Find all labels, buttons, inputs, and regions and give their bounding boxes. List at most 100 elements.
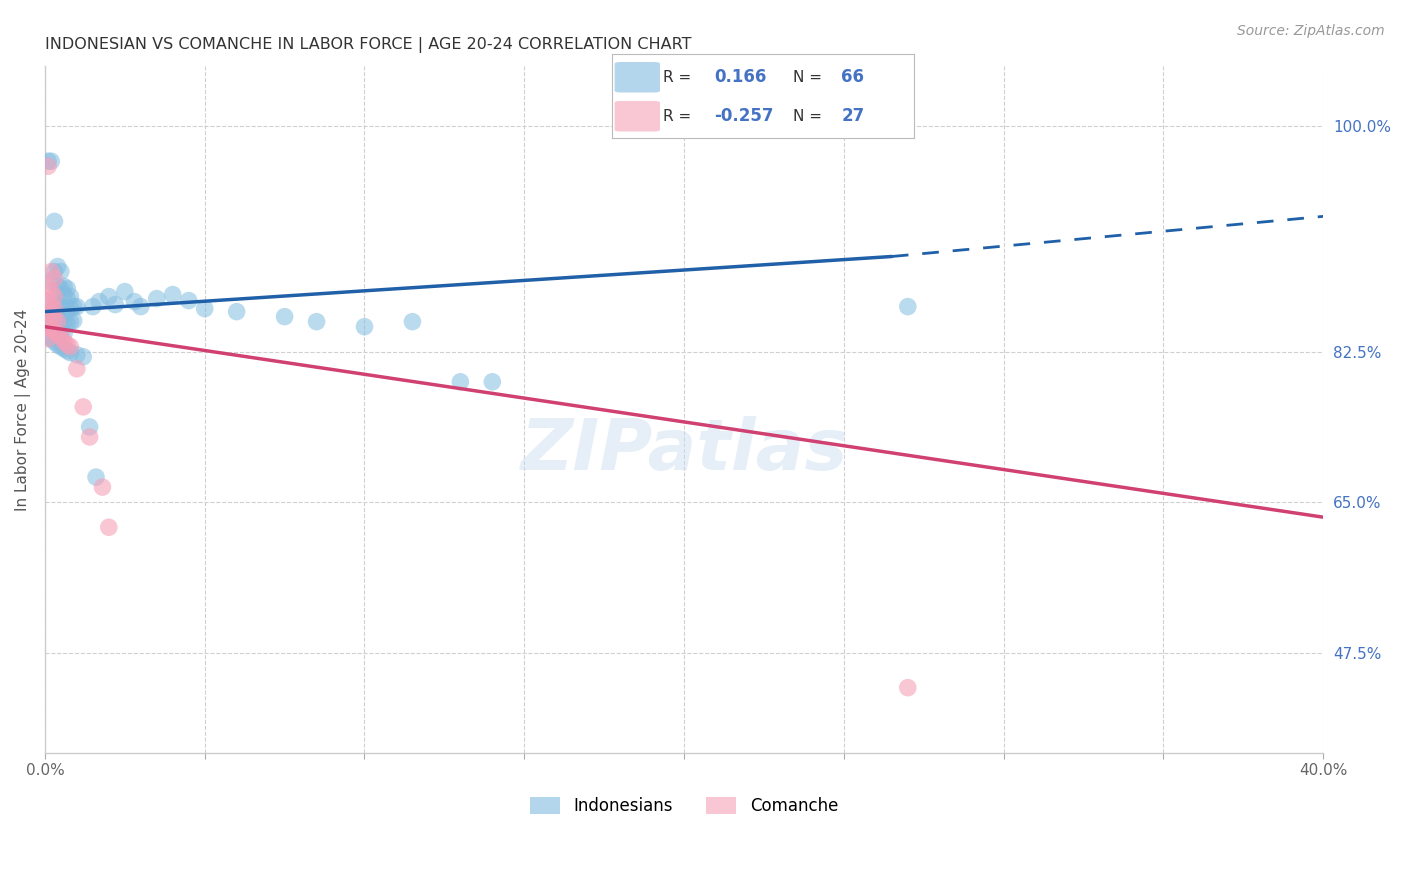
Text: R =: R = <box>664 109 692 124</box>
Point <box>56 343 79 358</box>
Point <box>49 340 72 354</box>
Point <box>39 304 62 318</box>
Point <box>897 681 920 695</box>
Point <box>44 214 66 228</box>
Point <box>53 279 76 293</box>
Legend: Indonesians, Comanche: Indonesians, Comanche <box>522 789 846 823</box>
Point <box>56 292 79 306</box>
Point <box>53 326 76 341</box>
Point <box>46 310 69 324</box>
Point <box>46 327 69 342</box>
Text: ZIPatlas: ZIPatlas <box>520 416 848 485</box>
Point <box>273 310 295 324</box>
Point <box>53 313 76 327</box>
Text: Source: ZipAtlas.com: Source: ZipAtlas.com <box>1237 24 1385 38</box>
Text: R =: R = <box>664 70 692 85</box>
Point <box>449 375 471 389</box>
Point <box>44 321 66 335</box>
Text: 27: 27 <box>841 107 865 125</box>
Point <box>46 260 69 274</box>
Point <box>737 119 759 133</box>
Point <box>59 340 82 354</box>
Point <box>37 329 59 343</box>
Point <box>53 301 76 316</box>
Point <box>37 154 59 169</box>
Point <box>194 301 217 316</box>
Point <box>44 325 66 339</box>
Point <box>79 430 101 444</box>
Point <box>46 297 69 311</box>
Point <box>82 300 104 314</box>
Point <box>59 301 82 316</box>
Point <box>72 400 94 414</box>
Text: -0.257: -0.257 <box>714 107 773 125</box>
Point <box>66 348 89 362</box>
Text: 0.166: 0.166 <box>714 69 766 87</box>
Point <box>39 300 62 314</box>
Point <box>39 264 62 278</box>
Point <box>66 361 89 376</box>
Point <box>46 279 69 293</box>
Point <box>97 520 120 534</box>
Point <box>129 300 152 314</box>
Y-axis label: In Labor Force | Age 20-24: In Labor Force | Age 20-24 <box>15 309 31 510</box>
Point <box>59 290 82 304</box>
Point <box>897 300 920 314</box>
Point <box>66 300 89 314</box>
Point <box>145 292 167 306</box>
Point <box>481 375 503 389</box>
Point <box>305 315 328 329</box>
Point <box>84 470 107 484</box>
Point <box>37 319 59 334</box>
Point <box>177 293 200 308</box>
Point <box>89 294 111 309</box>
Point <box>46 324 69 338</box>
Point <box>62 313 84 327</box>
FancyBboxPatch shape <box>614 101 659 131</box>
Point <box>353 319 375 334</box>
Point <box>44 290 66 304</box>
Point <box>79 420 101 434</box>
Text: N =: N = <box>793 70 823 85</box>
Point <box>401 315 423 329</box>
Point <box>114 285 136 299</box>
Point <box>37 304 59 318</box>
Point <box>39 319 62 334</box>
Text: N =: N = <box>793 109 823 124</box>
Point <box>46 315 69 329</box>
Point <box>46 337 69 351</box>
Point <box>44 294 66 309</box>
Point <box>59 315 82 329</box>
Point <box>44 264 66 278</box>
Point <box>49 264 72 278</box>
Point <box>39 308 62 322</box>
Point <box>62 300 84 314</box>
Point <box>97 290 120 304</box>
Point <box>53 342 76 356</box>
Point <box>53 287 76 301</box>
Point <box>44 271 66 285</box>
Point <box>162 287 184 301</box>
Point <box>44 334 66 349</box>
Point <box>53 334 76 349</box>
Point <box>37 318 59 332</box>
Point <box>72 350 94 364</box>
FancyBboxPatch shape <box>614 62 659 93</box>
Point <box>49 329 72 343</box>
Point <box>56 282 79 296</box>
Text: 66: 66 <box>841 69 865 87</box>
Point <box>37 279 59 293</box>
Point <box>39 154 62 169</box>
Text: INDONESIAN VS COMANCHE IN LABOR FORCE | AGE 20-24 CORRELATION CHART: INDONESIAN VS COMANCHE IN LABOR FORCE | … <box>45 37 692 54</box>
Point <box>44 308 66 322</box>
Point <box>49 311 72 326</box>
Point <box>39 285 62 299</box>
Point <box>44 311 66 326</box>
Point <box>59 345 82 359</box>
Point <box>49 282 72 296</box>
Point <box>56 316 79 330</box>
Point <box>37 294 59 309</box>
Point <box>39 321 62 335</box>
Point <box>49 325 72 339</box>
Point <box>91 480 114 494</box>
